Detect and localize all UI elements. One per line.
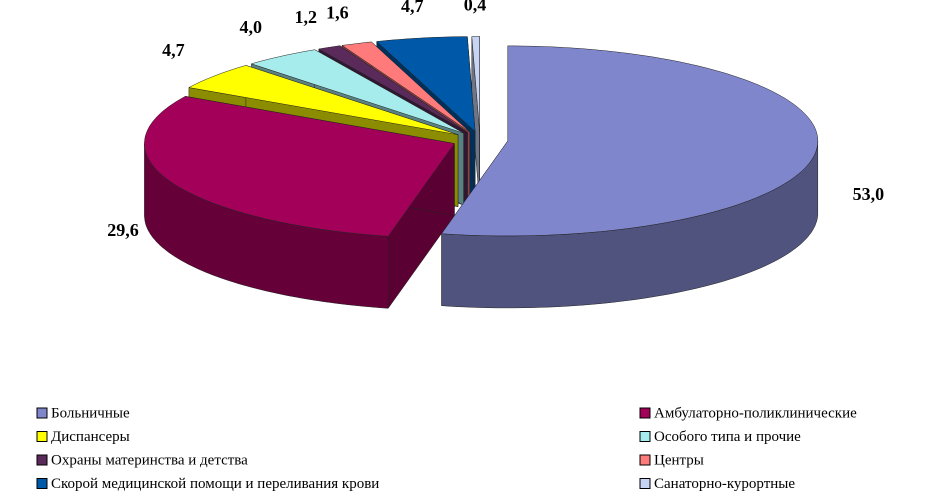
- legend-swatch: [36, 454, 48, 466]
- data-label: 29,6: [107, 220, 139, 240]
- legend-label: Амбулаторно-поликлинические: [654, 405, 857, 421]
- legend-label: Диспансеры: [51, 429, 130, 445]
- data-label: 1,6: [326, 3, 349, 23]
- slice: [341, 41, 470, 133]
- data-label: 53,0: [853, 184, 885, 204]
- legend-swatch: [639, 478, 651, 489]
- slice: [250, 49, 464, 134]
- data-label: 4,0: [240, 17, 263, 37]
- data-label: 4,7: [162, 40, 185, 60]
- legend-swatch: [36, 478, 48, 489]
- slice: [188, 65, 459, 135]
- legend-label: Больничные: [51, 405, 130, 421]
- legend-swatch: [639, 431, 651, 442]
- legend-swatch: [36, 431, 48, 442]
- legend-swatch: [36, 407, 48, 419]
- data-label: 0,4: [464, 0, 487, 14]
- slice: [441, 45, 819, 237]
- legend-label: Скорой медицинской помощи и переливания …: [51, 476, 379, 492]
- slice: [318, 45, 468, 133]
- legend-swatch: [639, 454, 651, 466]
- legend-swatch: [639, 407, 651, 419]
- legend-label: Центры: [654, 452, 704, 468]
- data-label: 1,2: [294, 7, 317, 27]
- legend-label: Охраны материнства и детства: [51, 452, 248, 468]
- slice: [376, 36, 476, 133]
- legend-label: Особого типа и прочие: [654, 429, 801, 445]
- slice: [471, 36, 480, 132]
- data-label: 4,7: [401, 0, 424, 16]
- legend-label: Санаторно-курортные: [654, 476, 795, 492]
- slice: [144, 96, 455, 237]
